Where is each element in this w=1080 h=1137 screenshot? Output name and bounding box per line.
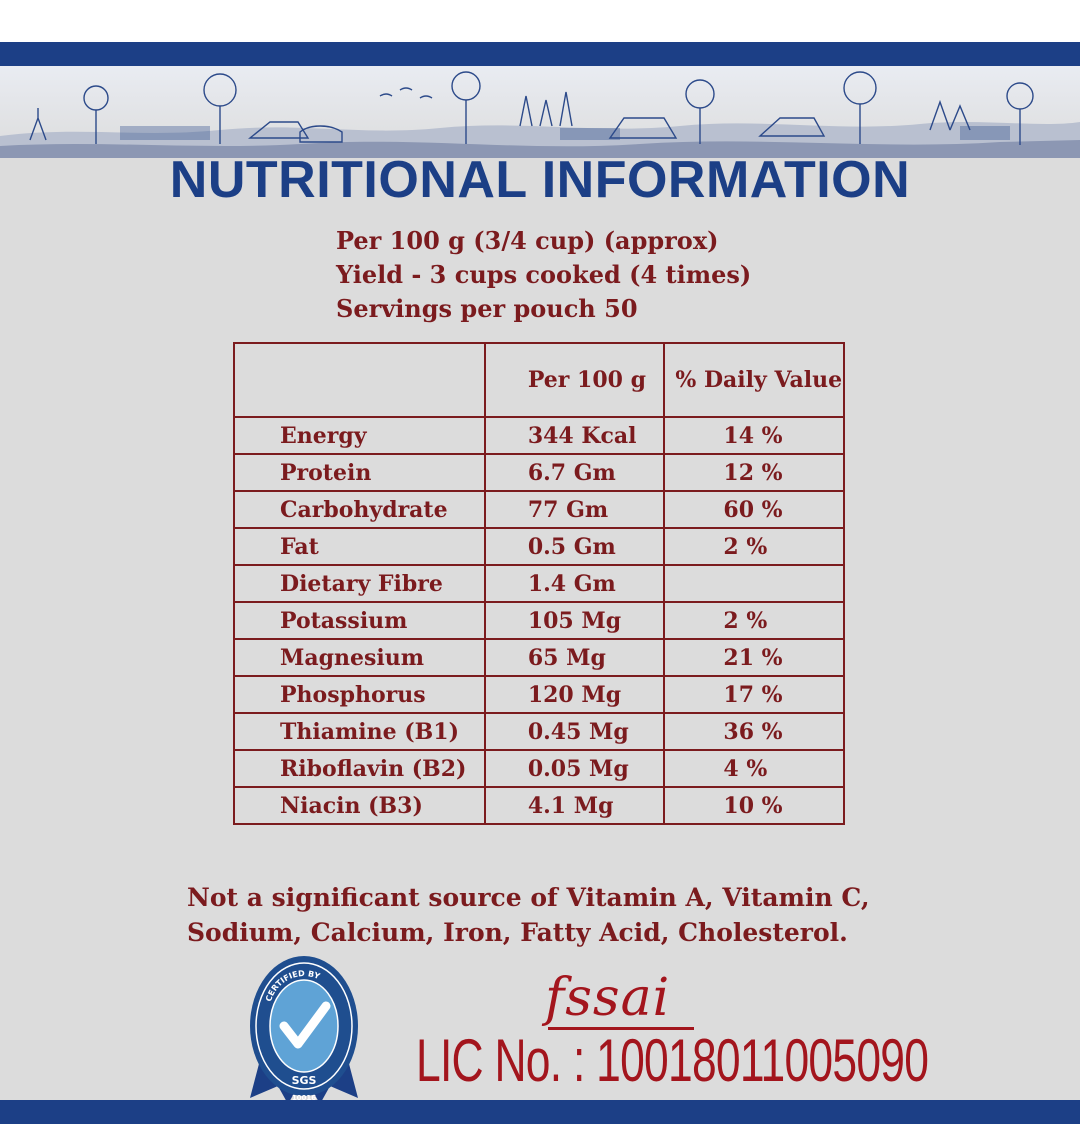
sgs-certification-seal: CERTIFIED BY SGS 10016 <box>250 956 358 1104</box>
nutrient-name: Phosphorus <box>233 675 486 714</box>
nutrient-name: Potassium <box>233 601 486 640</box>
nutrient-amount: 0.45 Mg <box>483 712 666 751</box>
nutrient-daily-value: 10 % <box>663 786 845 825</box>
table-row: Protein 6.7 Gm 12 % <box>233 453 845 492</box>
table-row: Thiamine (B1) 0.45 Mg 36 % <box>233 712 845 751</box>
nutrient-name: Energy <box>233 416 486 455</box>
table-header-row: Per 100 g % Daily Value <box>233 342 845 418</box>
header-daily-value: % Daily Value <box>663 342 845 418</box>
header-per-100g: Per 100 g <box>483 342 666 418</box>
seal-brand: SGS <box>292 1074 317 1087</box>
table-row: Energy 344 Kcal 14 % <box>233 416 845 455</box>
fssai-logo: fssai <box>545 968 671 1028</box>
nutrient-amount: 65 Mg <box>483 638 666 677</box>
servings-per-pouch: Servings per pouch 50 <box>336 294 638 323</box>
nutrient-name: Niacin (B3) <box>233 786 486 825</box>
table-row: Riboflavin (B2) 0.05 Mg 4 % <box>233 749 845 788</box>
page-title: NUTRITIONAL INFORMATION <box>169 151 911 209</box>
nutrient-amount: 1.4 Gm <box>483 564 666 603</box>
table-row: Phosphorus 120 Mg 17 % <box>233 675 845 714</box>
nutrient-daily-value: 12 % <box>663 453 845 492</box>
nutrient-name: Thiamine (B1) <box>233 712 486 751</box>
table-row: Fat 0.5 Gm 2 % <box>233 527 845 566</box>
license-number: LIC No. : 10018011005090 <box>416 1027 929 1094</box>
table-row: Potassium 105 Mg 2 % <box>233 601 845 640</box>
nutrient-amount: 120 Mg <box>483 675 666 714</box>
yield-info: Yield - 3 cups cooked (4 times) <box>336 260 752 289</box>
bottom-margin <box>0 1124 1080 1137</box>
nutrient-name: Carbohydrate <box>233 490 486 529</box>
nutrient-daily-value: 14 % <box>663 416 845 455</box>
table-row: Carbohydrate 77 Gm 60 % <box>233 490 845 529</box>
nutrient-daily-value: 17 % <box>663 675 845 714</box>
nutrient-name: Magnesium <box>233 638 486 677</box>
nutrient-amount: 6.7 Gm <box>483 453 666 492</box>
bottom-navy-band <box>0 1100 1080 1124</box>
nutrient-daily-value: 4 % <box>663 749 845 788</box>
nutrient-daily-value: 36 % <box>663 712 845 751</box>
disclaimer-note: Not a significant source of Vitamin A, V… <box>187 883 870 947</box>
table-row: Dietary Fibre 1.4 Gm <box>233 564 845 603</box>
seal-code: 10016 <box>292 1094 316 1102</box>
serving-info: Per 100 g (3/4 cup) (approx) Yield - 3 c… <box>336 224 751 326</box>
top-margin <box>0 0 1080 42</box>
fssai-underline <box>548 1027 694 1030</box>
header-nutrient <box>233 342 486 418</box>
village-scene-illustration <box>0 66 1080 158</box>
nutrient-daily-value: 60 % <box>663 490 845 529</box>
nutrient-amount: 344 Kcal <box>483 416 666 455</box>
nutrient-name: Fat <box>233 527 486 566</box>
nutrition-table: Per 100 g % Daily Value Energy 344 Kcal … <box>233 342 845 825</box>
nutrient-daily-value: 21 % <box>663 638 845 677</box>
nutrient-amount: 4.1 Mg <box>483 786 666 825</box>
nutrient-amount: 0.05 Mg <box>483 749 666 788</box>
nutrient-daily-value: 2 % <box>663 601 845 640</box>
serving-size: Per 100 g (3/4 cup) (approx) <box>336 226 719 255</box>
nutrient-name: Protein <box>233 453 486 492</box>
nutrient-amount: 77 Gm <box>483 490 666 529</box>
nutrient-amount: 0.5 Gm <box>483 527 666 566</box>
nutrient-amount: 105 Mg <box>483 601 666 640</box>
table-row: Magnesium 65 Mg 21 % <box>233 638 845 677</box>
top-navy-band <box>0 42 1080 66</box>
nutrient-name: Riboflavin (B2) <box>233 749 486 788</box>
table-row: Niacin (B3) 4.1 Mg 10 % <box>233 786 845 825</box>
nutrient-daily-value: 2 % <box>663 527 845 566</box>
nutrient-daily-value <box>663 564 845 603</box>
nutrient-name: Dietary Fibre <box>233 564 486 603</box>
